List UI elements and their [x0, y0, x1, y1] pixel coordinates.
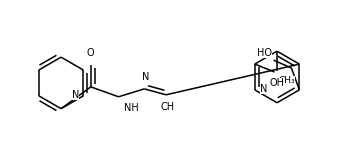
Text: CH₃: CH₃ [279, 76, 295, 85]
Text: OH: OH [269, 78, 285, 88]
Text: NH: NH [124, 103, 138, 113]
Text: N: N [260, 84, 267, 94]
Text: CH: CH [160, 102, 174, 112]
Text: N: N [142, 72, 149, 82]
Text: N: N [72, 90, 79, 100]
Text: O: O [87, 48, 95, 58]
Text: HO: HO [257, 48, 272, 58]
